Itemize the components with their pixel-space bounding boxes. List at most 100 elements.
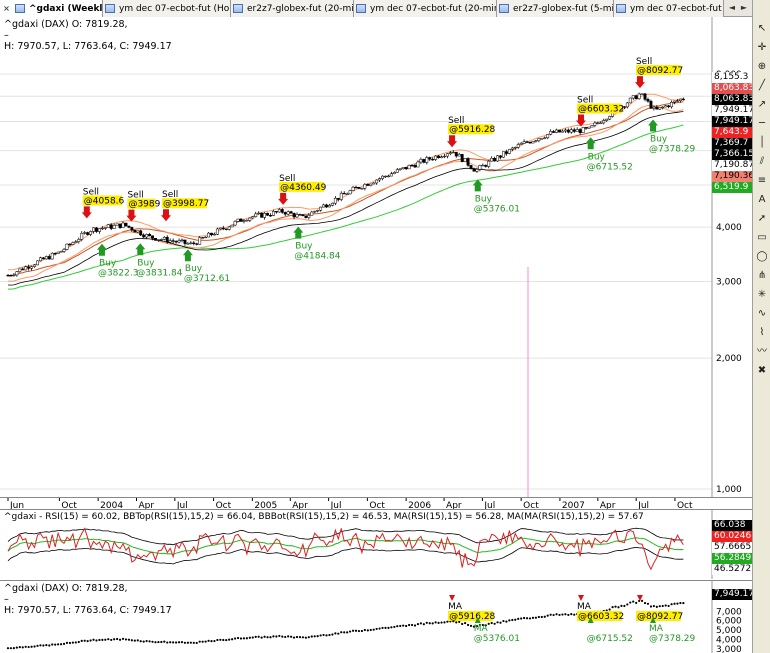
wave-icon[interactable]: 〰 (757, 346, 767, 357)
crosshair-icon[interactable]: ✛ (757, 42, 767, 53)
candlestick (605, 118, 609, 122)
signal-label: Buy (185, 264, 203, 274)
delete-icon[interactable]: ✖ (757, 365, 767, 376)
candlestick (543, 136, 547, 140)
candlestick (667, 105, 671, 109)
mini-ohlc-info-line: H: 7970.57, L: 7763.64, C: 7949.17 (4, 605, 172, 616)
long-moving-average-line (8, 124, 684, 290)
chart-tab[interactable]: ym dec 07-ecbot-fut (2( (614, 0, 724, 17)
tab-label: er2z7-globex-fut (20-minute) (247, 3, 354, 14)
cycle-icon[interactable]: ∿ (757, 308, 767, 319)
mini-price-point (437, 621, 440, 624)
buy-arrow-icon (182, 249, 193, 262)
candlestick (425, 155, 429, 165)
chart-tab[interactable]: ym dec 07-ecbot-fut (20-minute) (354, 0, 497, 17)
rsi-value-label: 56.2849 (712, 553, 752, 564)
candlestick (171, 238, 175, 244)
line-icon[interactable]: ╱ (758, 80, 766, 91)
rsi-indicator-pane[interactable]: ^gdaxi - RSI(15) = 60.02, BBTop(RSI(15),… (0, 509, 752, 579)
mini-price-point (670, 603, 673, 606)
gann-icon[interactable]: ✳ (757, 289, 767, 300)
candlestick (401, 167, 405, 170)
candlestick (236, 218, 240, 223)
candlestick (413, 163, 417, 168)
mini-price-tick-label: 7,000 (716, 607, 742, 617)
candlestick (546, 134, 550, 140)
upper-channel-line (8, 93, 684, 271)
mini-price-point (354, 629, 358, 632)
candlestick (221, 225, 225, 231)
mini-price-point (549, 613, 552, 616)
cursor-icon[interactable]: ↖ (757, 23, 767, 34)
mini-price-point (428, 622, 431, 625)
fib-icon[interactable]: ≡ (757, 175, 767, 186)
mini-price-point (655, 605, 658, 608)
regression-icon[interactable]: ⌇ (759, 327, 765, 338)
candlestick (165, 235, 169, 244)
signal-label: Buy (650, 135, 668, 145)
mini-price-point (431, 622, 434, 625)
arrow-icon[interactable]: ➚ (757, 213, 767, 224)
mini-price-point (608, 608, 611, 611)
tab-scroll-right-icon[interactable]: ► (740, 3, 748, 12)
trend-icon[interactable]: ↗ (757, 99, 767, 110)
price-marker-label: 7,190.36 (712, 171, 752, 182)
candlestick (602, 118, 606, 125)
signal-label: Sell (636, 57, 652, 67)
mini-price-point (139, 640, 142, 643)
candlestick (410, 164, 414, 167)
candlestick (18, 268, 22, 273)
mini-price-point (558, 613, 561, 617)
candlestick (174, 240, 178, 244)
mini-price-point (33, 645, 36, 648)
rect-icon[interactable]: ▭ (757, 232, 767, 243)
mini-price-pane[interactable]: ^gdaxi (DAX) O: 7819.28, – H: 7970.57, L… (0, 580, 752, 653)
time-tick-label: 2006 (408, 501, 431, 510)
pitchfork-icon[interactable]: ⋔ (757, 270, 767, 281)
candlestick (510, 146, 514, 152)
candlestick (310, 210, 314, 216)
signal-label: Sell (127, 191, 143, 201)
candlestick (168, 238, 172, 244)
mini-price-point (298, 636, 302, 639)
chart-tab[interactable]: ym dec 07-ecbot-fut (Hourly) (103, 0, 231, 17)
ellipse-icon[interactable]: ◯ (756, 251, 768, 262)
vline-icon[interactable]: │ (758, 137, 766, 148)
buy-arrow-icon (135, 243, 146, 256)
candlestick (21, 267, 25, 271)
candlestick (263, 211, 267, 220)
mini-marker-label: MA (649, 624, 664, 634)
chart-tab[interactable]: er2z7-globex-fut (5-minute) (497, 0, 614, 17)
signal-price-box (161, 198, 207, 209)
candlestick (366, 183, 370, 186)
mini-price-point (407, 623, 411, 627)
mini-buy-marker: MA@5376.01 (474, 617, 520, 644)
time-tick-label: Oct (61, 501, 77, 510)
mini-price-point (12, 647, 15, 650)
mini-price-point (36, 644, 39, 647)
hline-icon[interactable]: ─ (758, 118, 766, 129)
zoom-icon[interactable]: ⊕ (757, 61, 767, 72)
channel-icon[interactable]: ⫽ (759, 156, 765, 167)
candlestick (156, 239, 160, 242)
time-axis-svg: Jun Oct 2004 Apr Jul Oct 2005 Apr Jul Oct 2006 Apr J… (7, 498, 693, 511)
candlestick (481, 163, 485, 167)
price-chart-pane[interactable]: ^gdaxi (DAX) O: 7819.28, – H: 7970.57, L… (0, 17, 752, 497)
mini-price-point (216, 638, 219, 642)
text-icon[interactable]: A (758, 194, 766, 205)
candlestick (563, 128, 567, 134)
tab-close-icon[interactable]: × (3, 4, 10, 13)
candlestick (133, 229, 137, 233)
mini-price-point (381, 626, 384, 630)
mini-price-point (543, 615, 546, 618)
candlestick (260, 212, 264, 218)
signal-label: Sell (279, 174, 295, 184)
tab-scroll-left-icon[interactable]: ◄ (728, 3, 736, 12)
tab-label: ym dec 07-ecbot-fut (20-minute) (370, 3, 496, 14)
mini-price-point (623, 604, 626, 608)
candlestick (192, 240, 196, 246)
chart-tab[interactable]: er2z7-globex-fut (20-minute) (231, 0, 354, 17)
signal-price: @6603.32 (578, 104, 624, 114)
mini-price-point (121, 637, 125, 640)
